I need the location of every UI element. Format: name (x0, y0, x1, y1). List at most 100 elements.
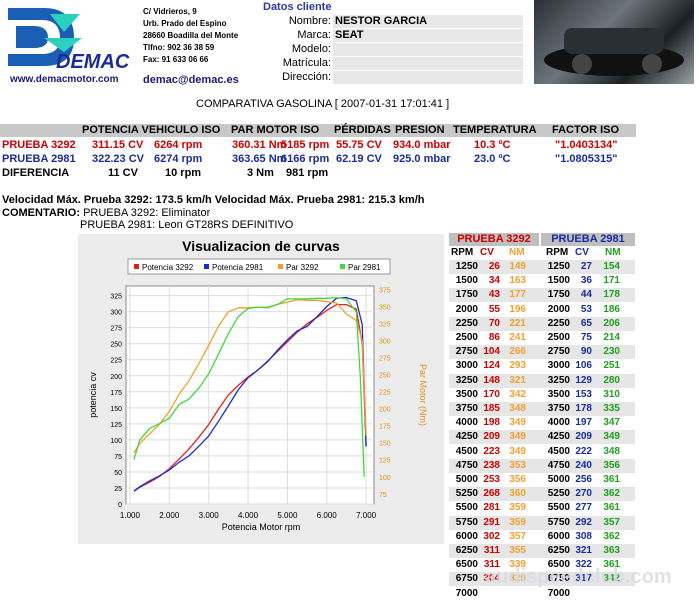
table-row: 6750 304 329 6750 317 342 (449, 572, 635, 587)
table-cell: 43 (488, 289, 500, 301)
y2-tick-label: 175 (379, 424, 391, 431)
plot-area (125, 285, 375, 505)
table-cell: 26 (488, 261, 500, 272)
table-cell: 281 (483, 502, 500, 514)
table-cell: 335 (603, 403, 620, 414)
table-cell: 70 (488, 317, 500, 329)
series-line-2 (133, 296, 367, 492)
y2-tick-label: 100 (379, 475, 391, 482)
table-subheader: NM (509, 247, 525, 258)
table-cell: 5750 (547, 516, 570, 528)
table-cell: 6250 (547, 545, 570, 556)
table-cell: 277 (575, 502, 592, 514)
table-cell: 6000 (455, 530, 478, 542)
cell-cv: 322.23 CV (92, 153, 144, 165)
header-potencia: POTENCIA VEHICULO ISO (82, 124, 221, 136)
table-row: 4000 198 349 4000 197 347 (449, 416, 635, 431)
table-cell: 186 (603, 303, 620, 315)
cell-cv-rpm: 6274 rpm (154, 153, 203, 165)
legend-entry: Par 2981 (348, 263, 381, 272)
summary-header (0, 124, 636, 137)
legend-swatch (278, 264, 283, 269)
row-label: PRUEBA 3292 (2, 139, 76, 151)
y2-tick-label: 125 (379, 458, 391, 465)
table-cell: 6500 (547, 559, 570, 571)
client-data-title: Datos cliente (263, 1, 332, 13)
x-tick-label: 6.000 (317, 511, 338, 520)
table-cell: 154 (603, 261, 620, 272)
address-line: 28660 Boadilla del Monte (143, 31, 239, 40)
table-cell: 196 (509, 303, 526, 315)
table-cell: 321 (575, 545, 592, 556)
table-cell: 153 (575, 388, 592, 400)
address-line: Urb. Prado del Espino (143, 19, 227, 28)
table-cell: 317 (575, 573, 592, 585)
table-cell: 6500 (455, 559, 478, 571)
table-cell: 4000 (455, 417, 478, 429)
table-cell: 270 (575, 488, 592, 500)
table-cell: 2250 (547, 317, 570, 329)
table-cell: 209 (575, 431, 592, 443)
table-cell: 5500 (547, 502, 570, 514)
table-row: 4250 209 349 4250 209 349 (449, 430, 635, 445)
table-cell: 256 (575, 474, 592, 485)
table-cell: 5000 (455, 474, 478, 485)
legend-box (127, 258, 391, 275)
table-cell: 221 (509, 317, 526, 329)
email-link[interactable]: demac@demac.es (143, 74, 239, 86)
table-cell: 1500 (547, 275, 570, 287)
comparison-title: COMPARATIVA GASOLINA [ 2007-01-31 17:01:… (196, 98, 449, 110)
table-cell: 3250 (455, 374, 478, 386)
table-cell: 360 (509, 488, 526, 500)
field-value (333, 71, 523, 84)
table-cell: 214 (603, 332, 620, 343)
y-tick-label: 50 (114, 470, 122, 477)
table-cell: 3000 (455, 360, 478, 372)
table-cell: 310 (603, 388, 620, 400)
cell-nm-rpm: 5185 rpm (281, 139, 330, 151)
table-row: 3500 170 342 3500 153 310 (449, 387, 635, 402)
cell-factor: "1.0805315" (555, 153, 618, 165)
comment-line: PRUEBA 2981: Leon GT28RS DEFINITIVO (80, 219, 294, 231)
cell-perdidas: 62.19 CV (336, 153, 382, 165)
row-label: PRUEBA 2981 (2, 153, 76, 165)
y2-tick-label: 275 (379, 356, 391, 363)
x-axis-label: Potencia Motor rpm (222, 522, 301, 532)
y2-tick-label: 350 (379, 304, 391, 311)
row-label: DIFERENCIA (2, 167, 70, 179)
cell-temp: 23.0 ºC (474, 153, 511, 165)
table-cell: 185 (483, 403, 500, 414)
table-row: 3250 148 321 3250 129 280 (449, 373, 635, 388)
table-cell: 322 (575, 559, 592, 571)
table-cell: 86 (488, 332, 500, 343)
table-row: 1250 26 149 1250 27 154 (449, 260, 635, 274)
x-tick-label: 2.000 (159, 511, 180, 520)
table-cell: 1750 (547, 289, 570, 301)
table-cell: 2750 (547, 346, 570, 358)
y-tick-label: 175 (110, 390, 122, 397)
table-cell: 6250 (455, 545, 478, 556)
table-cell: 36 (580, 275, 592, 287)
table-cell: 238 (483, 459, 500, 471)
table-row: 3000 124 293 3000 106 251 (449, 359, 635, 374)
website-link[interactable]: www.demacmotor.com (10, 74, 119, 85)
table-cell: 280 (603, 374, 620, 386)
table-cell: 311 (483, 559, 500, 571)
table-cell: 2000 (547, 303, 570, 315)
logo-text: DEMAC (56, 51, 130, 73)
comment-line: PRUEBA 3292: Eliminator (83, 207, 211, 219)
field-value: SEAT (333, 29, 523, 42)
table-cell: 349 (603, 431, 620, 443)
table-cell: 361 (603, 559, 620, 571)
legend-entry: Potencia 2981 (212, 263, 264, 272)
table-cell: 170 (483, 388, 500, 400)
table-cell: 357 (603, 516, 620, 528)
table-cell: 1750 (455, 289, 478, 301)
field-value: NESTOR GARCIA (333, 15, 523, 28)
y-axis-label: potencia cv (88, 372, 98, 418)
table-cell: 197 (575, 417, 592, 429)
table-cell: 124 (483, 360, 500, 372)
cell-cv-rpm: 10 rpm (165, 167, 202, 179)
field-label: Modelo: (291, 43, 331, 55)
table-cell: 5250 (455, 488, 478, 500)
